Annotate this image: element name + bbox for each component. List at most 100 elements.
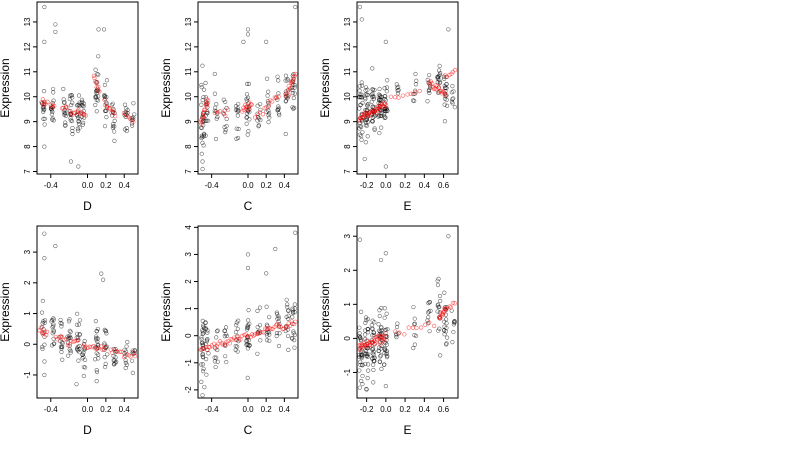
fitted-point — [94, 80, 99, 86]
x-tick-label: 0.2 — [400, 181, 412, 190]
fitted-point — [220, 110, 226, 116]
observed-point — [365, 92, 370, 97]
observed-point — [412, 98, 417, 103]
observed-point — [292, 332, 298, 337]
observed-point — [383, 39, 388, 44]
observed-point — [360, 373, 365, 379]
observed-point — [363, 332, 368, 337]
observed-point — [77, 350, 82, 355]
observed-point — [201, 324, 206, 329]
observed-point — [200, 393, 205, 398]
observed-point — [201, 95, 206, 100]
observed-point — [412, 342, 417, 347]
y-tick-label: 8 — [23, 144, 32, 149]
observed-point — [124, 126, 129, 131]
plot-frame — [36, 1, 139, 175]
observed-point — [444, 321, 449, 326]
observed-point — [102, 341, 107, 346]
fitted-point — [263, 326, 268, 331]
observed-point — [371, 380, 376, 385]
observed-point — [413, 82, 419, 87]
fitted-point — [227, 341, 232, 346]
y-axis-label: Expression — [318, 58, 332, 117]
observed-point — [65, 353, 71, 358]
observed-point — [53, 243, 58, 249]
y-tick-label: 8 — [184, 144, 193, 149]
observed-point — [201, 143, 206, 148]
fitted-point — [72, 110, 78, 115]
observed-point — [379, 125, 384, 130]
observed-point — [199, 151, 204, 156]
observed-point — [435, 278, 440, 283]
fitted-point — [117, 349, 123, 354]
observed-point — [69, 93, 74, 98]
observed-point — [199, 362, 204, 367]
observed-point — [203, 342, 208, 347]
observed-point — [256, 123, 262, 128]
observed-point — [370, 66, 375, 71]
observed-point — [244, 115, 250, 120]
observed-point — [359, 17, 364, 22]
observed-point — [377, 328, 382, 333]
fitted-point — [384, 103, 389, 108]
observed-point — [199, 328, 205, 333]
observed-point — [102, 327, 107, 332]
observed-point — [265, 93, 270, 98]
observed-point — [200, 159, 205, 164]
observed-point — [200, 342, 206, 347]
y-tick-label: 0 — [343, 336, 352, 341]
observed-point — [245, 323, 251, 328]
observed-point — [235, 344, 240, 349]
fitted-point — [274, 95, 279, 101]
observed-point — [42, 231, 47, 236]
observed-point — [41, 88, 47, 94]
observed-point — [77, 318, 82, 323]
y-tick-label: 9 — [23, 119, 32, 124]
observed-point — [370, 318, 375, 323]
observed-point — [358, 338, 364, 343]
plot-frame — [36, 225, 139, 399]
observed-point — [383, 164, 388, 169]
observed-point — [358, 124, 363, 129]
observed-point — [427, 90, 432, 96]
observed-point — [357, 106, 362, 111]
observed-point — [75, 347, 80, 352]
observed-point — [110, 101, 115, 106]
observed-point — [360, 130, 365, 135]
observed-point — [125, 339, 130, 345]
observed-point — [395, 85, 400, 90]
observed-point — [436, 328, 441, 333]
observed-point — [450, 84, 455, 89]
fitted-point — [440, 312, 445, 318]
x-tick-label: 0.6 — [438, 181, 450, 190]
observed-point — [42, 4, 47, 10]
observed-point — [245, 343, 250, 348]
observed-point — [42, 107, 47, 112]
observed-point — [383, 251, 388, 256]
y-tick-label: 1 — [23, 311, 32, 316]
observed-point — [377, 86, 382, 91]
observed-point — [370, 87, 376, 92]
observed-point — [66, 319, 72, 324]
fitted-point — [249, 102, 254, 107]
observed-point — [245, 27, 251, 32]
observed-point — [376, 114, 381, 119]
observed-point — [452, 319, 457, 324]
observed-point — [283, 73, 289, 78]
observed-point — [266, 120, 271, 125]
observed-point — [42, 122, 47, 127]
fitted-point — [224, 339, 229, 345]
y-tick-label: 12 — [184, 42, 193, 51]
observed-point — [223, 343, 228, 349]
observed-point — [255, 351, 260, 356]
observed-point — [235, 109, 240, 115]
observed-point — [284, 314, 289, 320]
fitted-point — [65, 105, 70, 110]
observed-point — [204, 372, 209, 377]
observed-point — [427, 329, 432, 334]
observed-point — [223, 354, 228, 359]
observed-point — [365, 87, 370, 92]
observed-point — [205, 336, 210, 342]
observed-point — [285, 302, 290, 307]
